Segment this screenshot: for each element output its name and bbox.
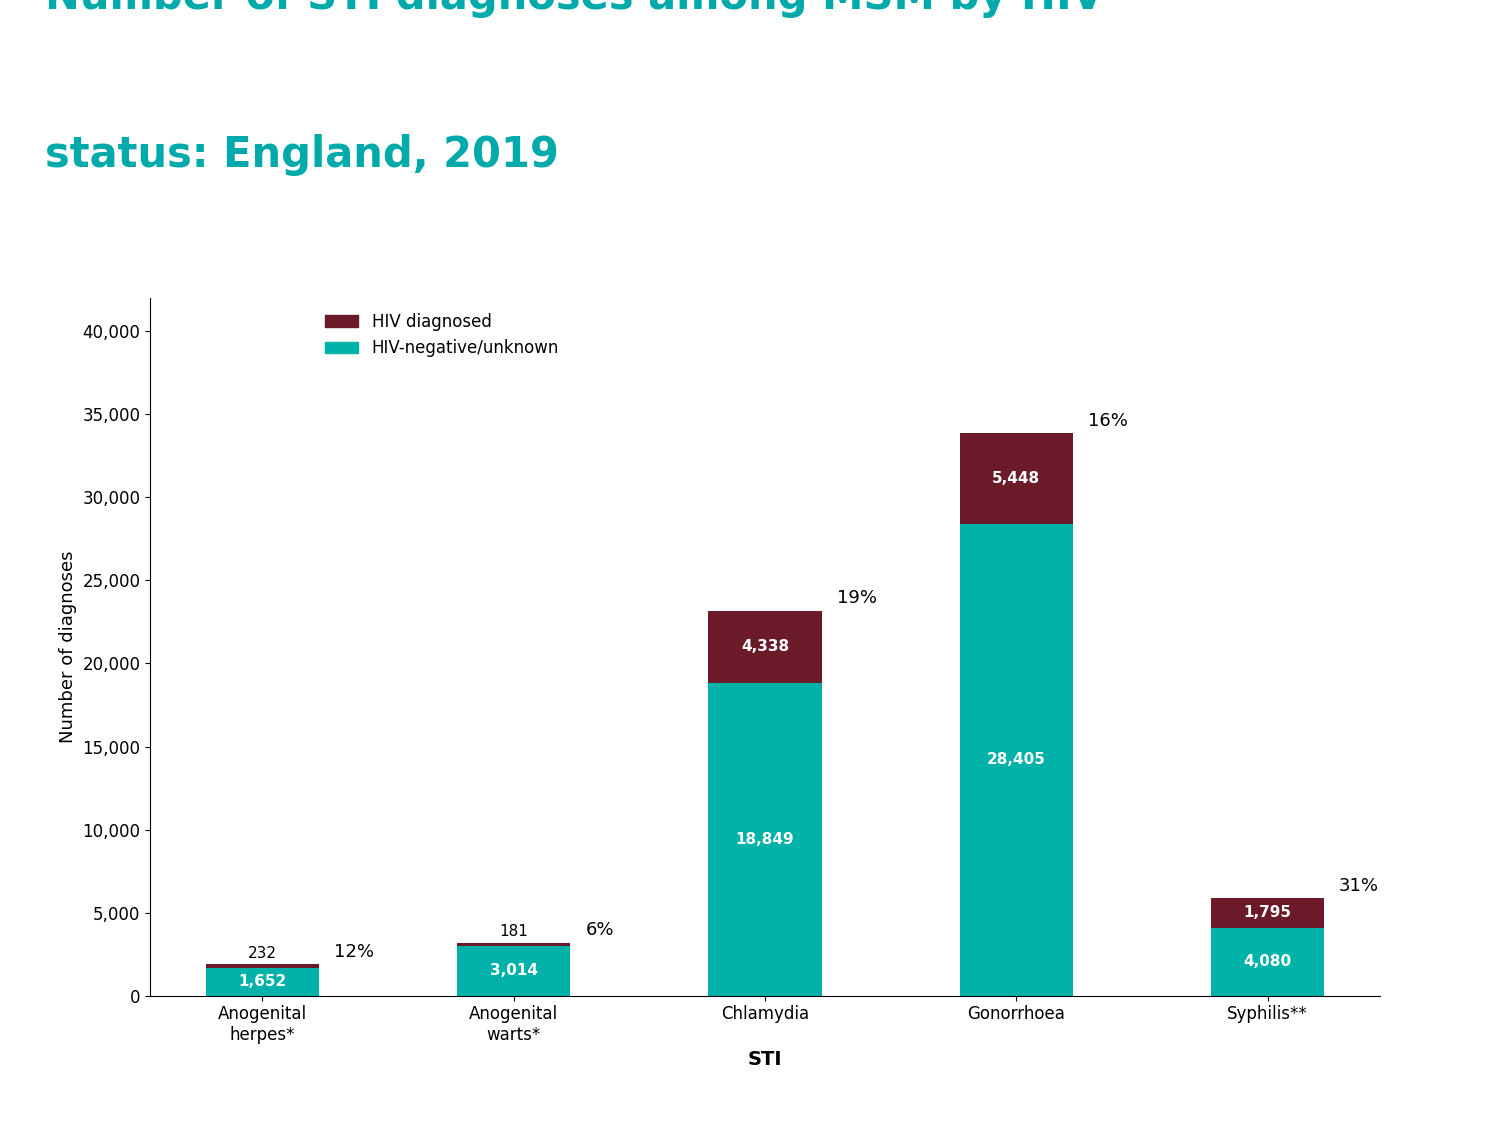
Text: 5,448: 5,448 bbox=[992, 471, 1041, 486]
Bar bbox=[1210, 898, 1324, 928]
Bar bbox=[960, 433, 1072, 524]
Bar bbox=[458, 946, 570, 996]
Bar bbox=[960, 524, 1072, 996]
X-axis label: STI: STI bbox=[747, 1050, 783, 1069]
Text: 3,014: 3,014 bbox=[489, 963, 537, 978]
Text: 4,338: 4,338 bbox=[741, 639, 789, 654]
Text: 181: 181 bbox=[500, 925, 528, 939]
Bar bbox=[206, 964, 320, 969]
Text: 1,652: 1,652 bbox=[238, 974, 286, 989]
Text: status: England, 2019: status: England, 2019 bbox=[45, 134, 560, 176]
Text: 31%: 31% bbox=[1340, 876, 1378, 894]
Bar bbox=[206, 969, 320, 996]
Bar bbox=[708, 611, 822, 683]
Text: 6%: 6% bbox=[585, 921, 614, 939]
Text: 18,849: 18,849 bbox=[735, 831, 795, 847]
Text: 32: 32 bbox=[38, 1073, 64, 1092]
Text: 1,795: 1,795 bbox=[1244, 906, 1292, 920]
Text: 16%: 16% bbox=[1088, 412, 1128, 430]
Text: 232: 232 bbox=[248, 946, 278, 961]
Bar bbox=[708, 683, 822, 996]
Text: Public Health England: 2019 STI Slide Set (version 1.0, published 2 September 20: Public Health England: 2019 STI Slide Se… bbox=[135, 1073, 902, 1091]
Text: 12%: 12% bbox=[334, 943, 374, 961]
Text: 28,405: 28,405 bbox=[987, 753, 1046, 767]
Bar bbox=[1210, 928, 1324, 996]
Legend: HIV diagnosed, HIV-negative/unknown: HIV diagnosed, HIV-negative/unknown bbox=[318, 306, 566, 364]
Text: 19%: 19% bbox=[837, 590, 876, 608]
Text: Number of STI diagnoses among MSM by HIV: Number of STI diagnoses among MSM by HIV bbox=[45, 0, 1104, 18]
Text: 4,080: 4,080 bbox=[1244, 954, 1292, 970]
Y-axis label: Number of diagnoses: Number of diagnoses bbox=[58, 550, 76, 744]
Bar bbox=[458, 943, 570, 946]
